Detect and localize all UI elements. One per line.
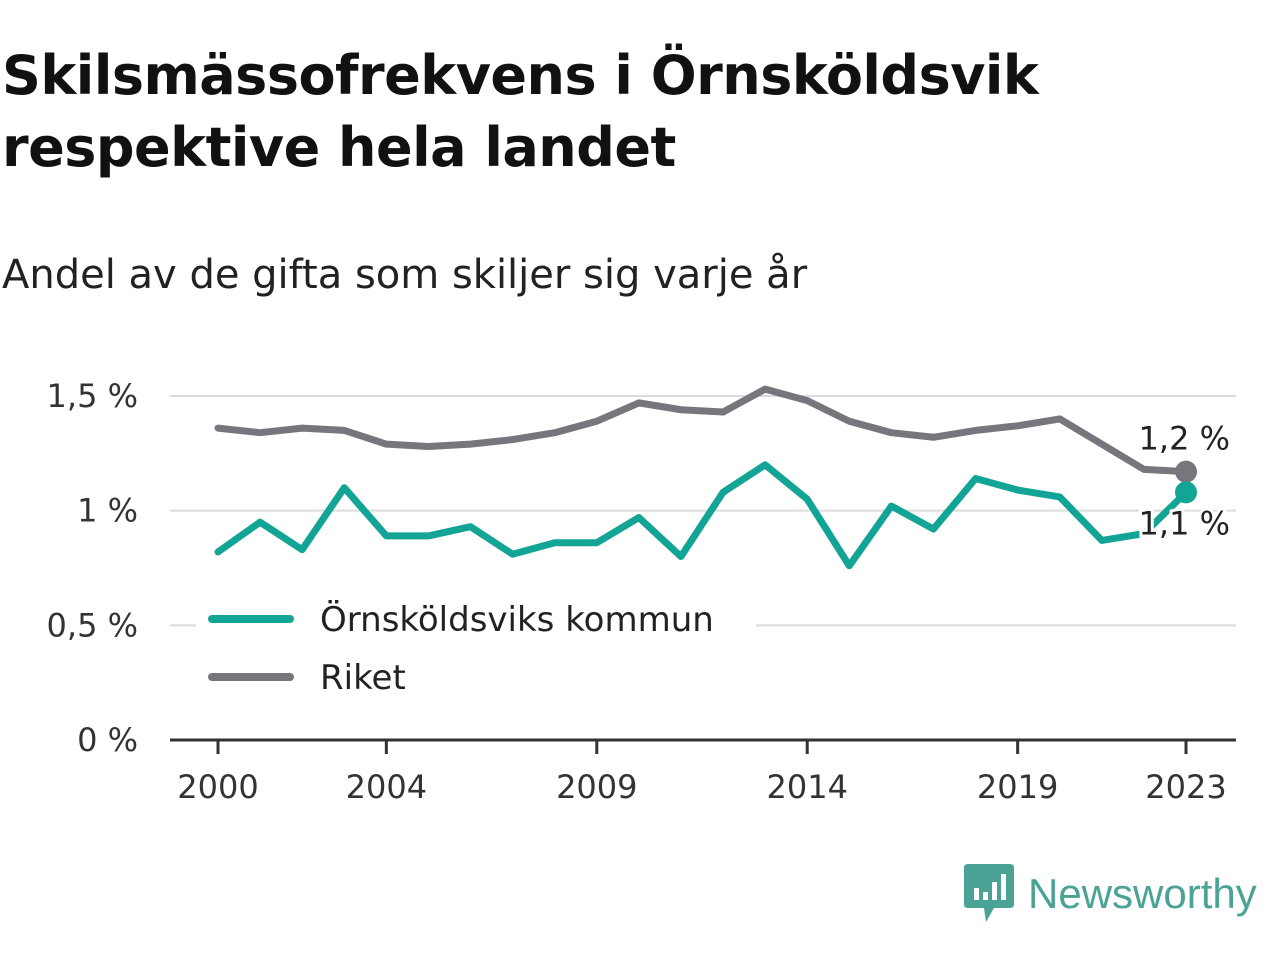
newsworthy-logo-icon (964, 864, 1014, 922)
x-tick-label: 2004 (346, 768, 427, 806)
chart-title: Skilsmässofrekvens i Örnsköldsvik respek… (2, 44, 1039, 179)
series-end-point-0 (1175, 481, 1197, 504)
series-line-0 (214, 461, 1190, 570)
legend-label-1: Riket (320, 658, 406, 698)
y-tick-label: 1 % (77, 492, 138, 530)
legend-label-0: Örnsköldsviks kommun (320, 599, 714, 640)
chart-subtitle: Andel av de gifta som skiljer sig varje … (2, 252, 808, 298)
series-end-point-1 (1175, 460, 1197, 483)
brand-logo: Newsworthy (964, 864, 1257, 924)
y-axis: 0 % 0,5 % 1 % 1,5 % (47, 377, 138, 759)
y-tick-label: 1,5 % (47, 377, 138, 415)
end-label-kommun: 1,1 % (1139, 504, 1230, 542)
legend-background (196, 588, 756, 708)
y-tick-label: 0,5 % (47, 606, 138, 644)
x-tick-label: 2014 (766, 768, 847, 806)
x-tick-label: 2009 (556, 768, 637, 806)
end-label-riket: 1,2 % (1139, 420, 1230, 458)
y-tick-label: 0 % (77, 721, 138, 759)
x-tick-label: 2019 (977, 768, 1058, 806)
legend: Örnsköldsviks kommun Riket (196, 588, 756, 708)
x-tick-label: 2023 (1145, 768, 1226, 806)
series-line-1 (214, 385, 1190, 476)
x-tick-label: 2000 (177, 768, 258, 806)
series-lines: 1,2 % 1,1 % (214, 385, 1233, 570)
x-axis: 2000 2004 2009 2014 2019 2023 (170, 738, 1236, 806)
brand-name: Newsworthy (1028, 870, 1257, 917)
